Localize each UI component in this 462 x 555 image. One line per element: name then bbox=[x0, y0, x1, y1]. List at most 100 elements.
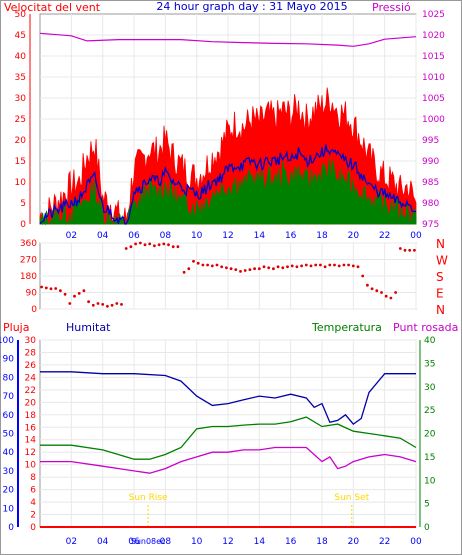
wind-y-tick: 5 bbox=[20, 199, 26, 209]
direction-point bbox=[234, 268, 238, 271]
pressure-line bbox=[39, 32, 417, 47]
direction-point bbox=[225, 266, 228, 270]
direction-point bbox=[196, 261, 200, 265]
direction-point bbox=[304, 263, 308, 267]
direction-point bbox=[361, 274, 365, 278]
temperature-y-tick: 20 bbox=[424, 430, 436, 440]
temperature-y-tick: 25 bbox=[424, 406, 435, 416]
pressure-y-tick: 985 bbox=[422, 178, 439, 188]
direction-point bbox=[267, 266, 271, 270]
direction-point bbox=[44, 286, 48, 290]
dewpoint-line bbox=[40, 446, 417, 474]
x-tick-label: 04 bbox=[97, 231, 109, 241]
temperature-y-tick: 0 bbox=[424, 523, 430, 533]
humidity-temperature-chart: 0102030405060708090100024681012141618202… bbox=[0, 336, 436, 547]
direction-point bbox=[59, 289, 62, 293]
wind-average-line bbox=[39, 144, 417, 225]
direction-point bbox=[73, 294, 76, 298]
direction-point bbox=[239, 270, 242, 273]
direction-point bbox=[138, 241, 142, 245]
direction-point bbox=[187, 267, 191, 271]
direction-point bbox=[394, 291, 397, 294]
direction-point bbox=[356, 265, 360, 269]
direction-point bbox=[82, 289, 86, 293]
rain-title: Pluja bbox=[3, 321, 29, 334]
direction-point bbox=[54, 287, 58, 290]
direction-point bbox=[413, 248, 416, 252]
wind-y-tick: 0 bbox=[20, 220, 26, 230]
direction-point bbox=[290, 264, 294, 268]
direction-point bbox=[295, 265, 299, 269]
humidity-y-tick: 0 bbox=[8, 523, 14, 533]
direction-point bbox=[206, 263, 210, 267]
direction-y-tick: 90 bbox=[26, 289, 38, 299]
humidity-line bbox=[40, 371, 416, 425]
direction-point bbox=[370, 287, 374, 291]
rain-y-tick: 28 bbox=[25, 348, 37, 358]
direction-point bbox=[314, 263, 318, 267]
rain-y-tick: 0 bbox=[30, 523, 36, 533]
dewpoint-title: Punt rosada bbox=[393, 321, 458, 334]
direction-point bbox=[257, 267, 261, 271]
direction-point bbox=[337, 264, 341, 268]
direction-y-tick: 270 bbox=[20, 256, 37, 266]
direction-point bbox=[276, 265, 280, 269]
direction-point bbox=[389, 296, 393, 300]
direction-point bbox=[366, 283, 369, 287]
wind-y-tick: 50 bbox=[15, 10, 27, 20]
rain-y-tick: 10 bbox=[25, 461, 37, 471]
x-tick-label: 22 bbox=[379, 537, 390, 547]
wind-min-area bbox=[39, 158, 417, 226]
rain-y-tick: 2 bbox=[30, 511, 36, 521]
pressure-title: Pressió bbox=[372, 1, 411, 14]
x-tick-label: 06 bbox=[128, 537, 140, 547]
direction-y-tick: 180 bbox=[20, 272, 37, 282]
direction-point bbox=[398, 247, 402, 250]
direction-point bbox=[68, 302, 72, 305]
humidity-y-tick: 10 bbox=[3, 504, 15, 514]
direction-point bbox=[333, 263, 336, 267]
rain-y-tick: 4 bbox=[30, 498, 36, 508]
direction-point bbox=[351, 264, 355, 268]
compass-label: E bbox=[436, 287, 444, 301]
rain-y-tick: 24 bbox=[25, 373, 37, 383]
direction-point bbox=[220, 265, 224, 269]
sun-label: Sun Set bbox=[334, 493, 369, 503]
direction-point bbox=[229, 267, 233, 271]
direction-point bbox=[101, 303, 105, 306]
direction-point bbox=[63, 292, 67, 296]
direction-point bbox=[281, 266, 285, 270]
temperature-y-tick: 30 bbox=[424, 383, 436, 393]
temperature-y-tick: 10 bbox=[424, 476, 436, 486]
direction-point bbox=[96, 302, 100, 305]
x-tick-label: 14 bbox=[254, 231, 266, 241]
direction-point bbox=[408, 248, 412, 252]
x-tick-label: 02 bbox=[66, 537, 77, 547]
wind-chart: 0510152025303540455097598098599099510001… bbox=[15, 10, 446, 241]
direction-point bbox=[201, 263, 205, 267]
temperature-title: Temperatura bbox=[311, 321, 382, 334]
direction-point bbox=[171, 245, 175, 249]
x-tick-label: 16 bbox=[285, 231, 297, 241]
wind-y-tick: 15 bbox=[15, 157, 26, 167]
direction-point bbox=[157, 243, 161, 247]
direction-point bbox=[319, 263, 322, 267]
rain-y-tick: 8 bbox=[30, 473, 36, 483]
temperature-y-tick: 35 bbox=[424, 359, 435, 369]
x-tick-label: 14 bbox=[254, 537, 266, 547]
direction-point bbox=[148, 242, 152, 246]
humidity-y-tick: 90 bbox=[3, 355, 15, 365]
pressure-y-tick: 1025 bbox=[422, 10, 445, 20]
x-tick-label: 04 bbox=[97, 537, 109, 547]
direction-point bbox=[87, 300, 90, 304]
direction-point bbox=[134, 242, 138, 246]
pressure-y-tick: 1010 bbox=[422, 73, 445, 83]
humidity-title: Humitat bbox=[66, 321, 111, 334]
direction-point bbox=[380, 291, 383, 294]
direction-point bbox=[243, 269, 247, 272]
humidity-y-tick: 50 bbox=[3, 430, 15, 440]
rain-y-tick: 20 bbox=[25, 398, 37, 408]
direction-point bbox=[167, 243, 170, 247]
direction-point bbox=[342, 263, 346, 267]
humidity-y-tick: 100 bbox=[0, 336, 14, 346]
